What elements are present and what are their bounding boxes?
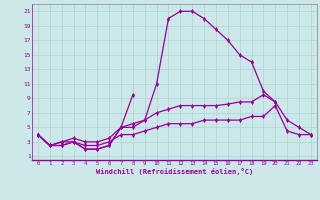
X-axis label: Windchill (Refroidissement éolien,°C): Windchill (Refroidissement éolien,°C)	[96, 168, 253, 175]
